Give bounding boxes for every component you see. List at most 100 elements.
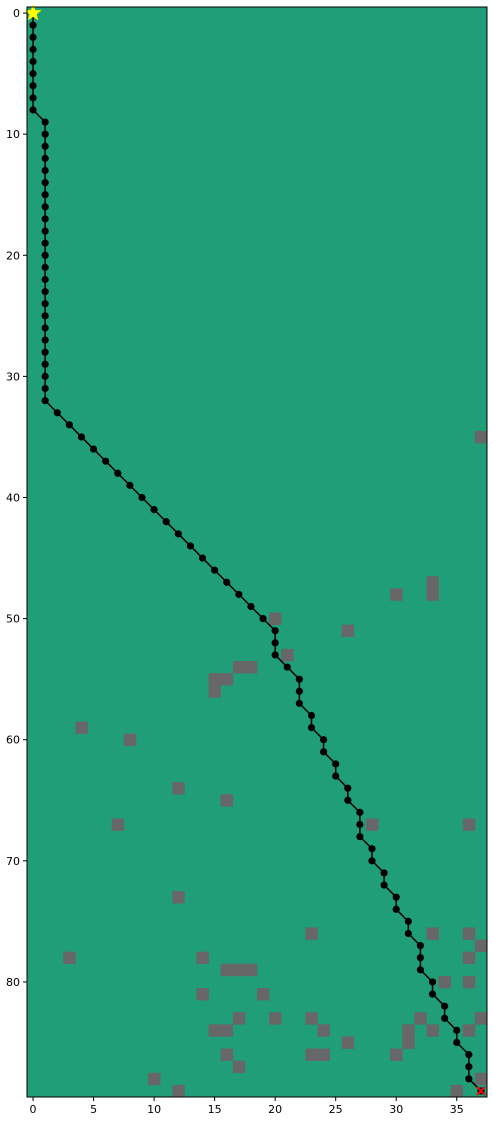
path-point [42,361,49,368]
path-point [320,736,327,743]
obstacle-cell [439,976,451,988]
path-point [102,458,109,465]
path-point [42,276,49,283]
obstacle-cell [463,952,475,964]
path-point [42,143,49,150]
path-point [320,748,327,755]
path-point [78,433,85,440]
path-point [42,203,49,210]
obstacle-cell [475,1073,487,1085]
path-point [163,518,170,525]
path-point [29,94,36,101]
y-tick-label: 10 [6,128,20,141]
path-point [296,676,303,683]
path-point [308,724,315,731]
y-tick-label: 30 [6,370,20,383]
obstacle-cell [463,976,475,988]
y-tick-label: 20 [6,249,20,262]
path-point [42,349,49,356]
path-point [441,1015,448,1022]
path-point [42,373,49,380]
obstacle-cell [426,927,438,939]
obstacle-cell [342,1036,354,1048]
obstacle-cell [305,1049,317,1061]
obstacle-cell [426,588,438,600]
path-point [29,70,36,77]
obstacle-cell [75,722,87,734]
path-point [296,700,303,707]
path-point [429,990,436,997]
x-tick-label: 20 [268,1103,282,1116]
obstacle-cell [463,1024,475,1036]
obstacle-cell [257,988,269,1000]
obstacle-cell [148,1073,160,1085]
path-point [42,288,49,295]
path-point [453,1039,460,1046]
obstacle-cell [233,964,245,976]
obstacle-cell [221,1024,233,1036]
obstacle-cell [390,1049,402,1061]
obstacle-cell [318,1024,330,1036]
y-tick-label: 80 [6,976,20,989]
y-tick-label: 70 [6,855,20,868]
path-point [381,881,388,888]
path-point [259,615,266,622]
path-point [405,918,412,925]
path-point [42,264,49,271]
path-point [138,494,145,501]
path-point [29,106,36,113]
path-point [42,336,49,343]
obstacle-cell [63,952,75,964]
path-point [368,845,375,852]
obstacle-cell [414,1012,426,1024]
path-point [42,252,49,259]
path-point [29,58,36,65]
path-point [42,397,49,404]
obstacle-cell [209,1024,221,1036]
obstacle-cell [221,964,233,976]
path-point [272,651,279,658]
x-tick-label: 35 [450,1103,464,1116]
path-point [344,785,351,792]
path-point [381,869,388,876]
path-point [405,930,412,937]
obstacle-cell [366,818,378,830]
path-point [211,567,218,574]
obstacle-cell [245,964,257,976]
path-point [42,155,49,162]
x-tick-label: 15 [208,1103,222,1116]
path-point [42,240,49,247]
path-point [187,542,194,549]
obstacle-cell [281,649,293,661]
path-point [272,627,279,634]
path-point [417,942,424,949]
obstacle-cell [475,940,487,952]
obstacle-cell [402,1024,414,1036]
path-point [151,506,158,513]
path-point [417,954,424,961]
path-point [42,312,49,319]
path-point [247,603,254,610]
obstacle-cell [342,625,354,637]
y-tick-label: 60 [6,734,20,747]
obstacle-cell [196,988,208,1000]
path-point [90,445,97,452]
obstacle-cell [426,1024,438,1036]
path-point [344,797,351,804]
path-point [42,191,49,198]
path-point [356,809,363,816]
y-tick-label: 40 [6,492,20,505]
x-tick-label: 30 [389,1103,403,1116]
path-point [126,482,133,489]
path-point [42,179,49,186]
obstacle-cell [172,891,184,903]
path-point [235,591,242,598]
obstacle-cell [269,613,281,625]
obstacle-cell [426,576,438,588]
obstacle-cell [233,661,245,673]
obstacle-cell [463,927,475,939]
path-point [42,118,49,125]
path-point [296,688,303,695]
path-point [42,215,49,222]
path-point [66,421,73,428]
